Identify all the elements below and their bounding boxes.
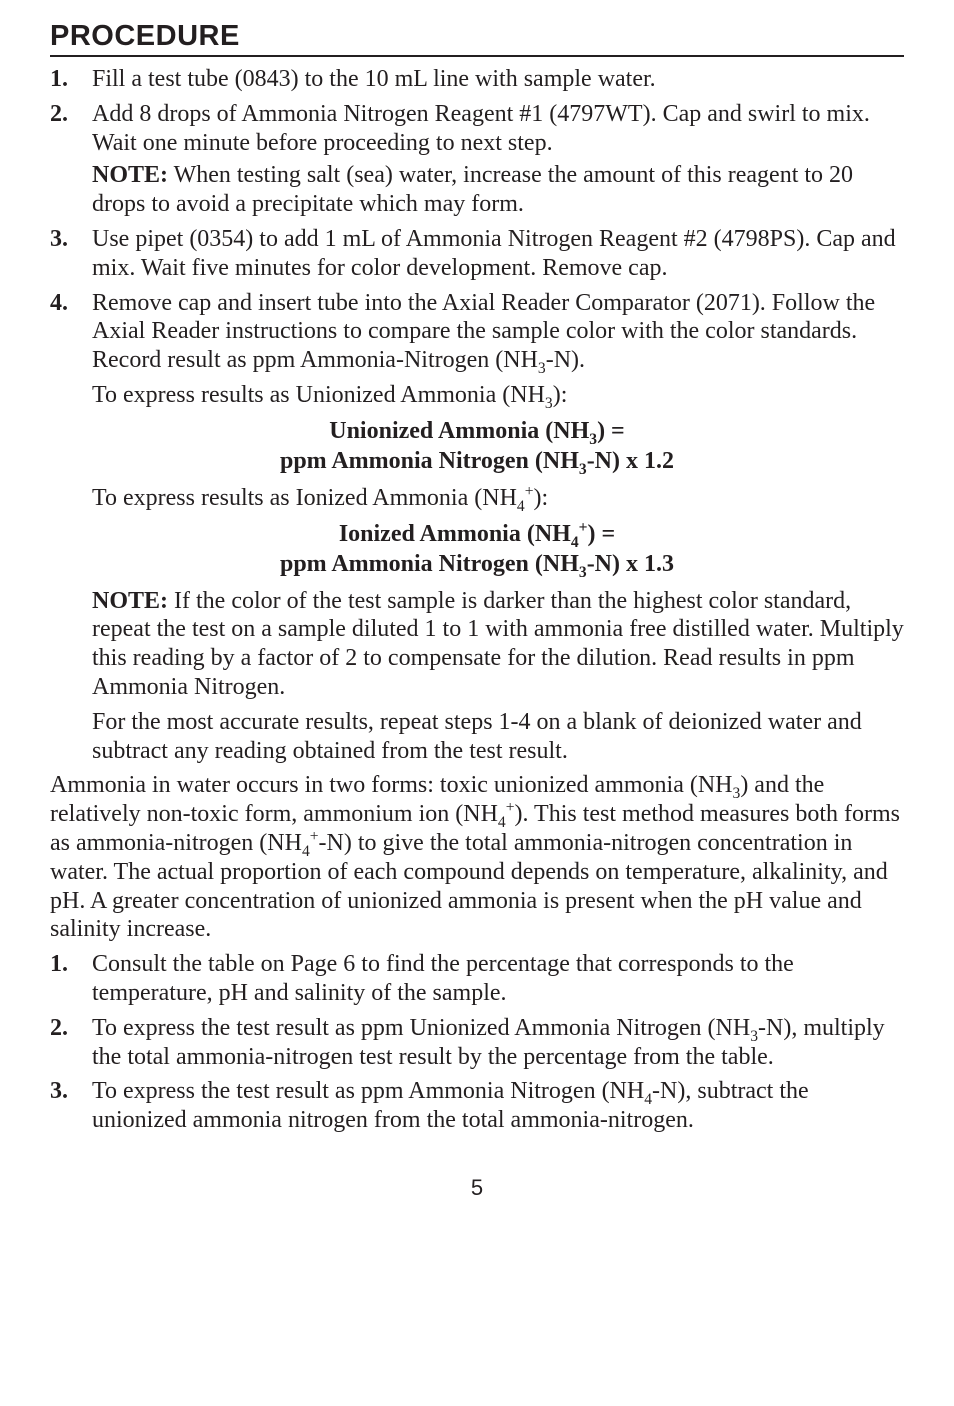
unionized-intro: To express results as Unionized Ammonia … bbox=[92, 381, 904, 410]
step-text: Use pipet (0354) to add 1 mL of Ammonia … bbox=[92, 226, 896, 281]
ionized-intro: To express results as Ionized Ammonia (N… bbox=[92, 484, 904, 513]
note-text: If the color of the test sample is darke… bbox=[92, 588, 904, 700]
formula-line-1: Ionized Ammonia (NH4+) = bbox=[50, 519, 904, 549]
step-text: To express the test result as ppm Unioni… bbox=[92, 1015, 885, 1070]
step2-1: Consult the table on Page 6 to find the … bbox=[50, 950, 904, 1008]
step-note: NOTE: When testing salt (sea) water, inc… bbox=[92, 161, 904, 219]
step-2: Add 8 drops of Ammonia Nitrogen Reagent … bbox=[50, 100, 904, 219]
ammonia-paragraph: Ammonia in water occurs in two forms: to… bbox=[50, 771, 904, 944]
step-4: Remove cap and insert tube into the Axia… bbox=[50, 289, 904, 375]
formula-line-2: ppm Ammonia Nitrogen (NH3-N) x 1.3 bbox=[50, 549, 904, 579]
step-3: Use pipet (0354) to add 1 mL of Ammonia … bbox=[50, 225, 904, 283]
step2-3: To express the test result as ppm Ammoni… bbox=[50, 1077, 904, 1135]
procedure-steps: Fill a test tube (0843) to the 10 mL lin… bbox=[50, 65, 904, 375]
procedure-heading: PROCEDURE bbox=[50, 20, 904, 57]
step-1: Fill a test tube (0843) to the 10 mL lin… bbox=[50, 65, 904, 94]
formula-line-1: Unionized Ammonia (NH3) = bbox=[50, 416, 904, 446]
step-text: Consult the table on Page 6 to find the … bbox=[92, 951, 794, 1006]
secondary-steps: Consult the table on Page 6 to find the … bbox=[50, 950, 904, 1135]
step-text: Fill a test tube (0843) to the 10 mL lin… bbox=[92, 66, 656, 92]
step2-2: To express the test result as ppm Unioni… bbox=[50, 1014, 904, 1072]
note-label: NOTE: bbox=[92, 162, 168, 188]
step-text: Add 8 drops of Ammonia Nitrogen Reagent … bbox=[92, 101, 870, 156]
page-number: 5 bbox=[50, 1175, 904, 1201]
note-2: NOTE: If the color of the test sample is… bbox=[92, 587, 904, 702]
unionized-formula: Unionized Ammonia (NH3) = ppm Ammonia Ni… bbox=[50, 416, 904, 476]
step-text: To express the test result as ppm Ammoni… bbox=[92, 1078, 809, 1133]
step-text: Remove cap and insert tube into the Axia… bbox=[92, 290, 875, 374]
formula-line-2: ppm Ammonia Nitrogen (NH3-N) x 1.2 bbox=[50, 446, 904, 476]
note-text: When testing salt (sea) water, increase … bbox=[92, 162, 853, 217]
accurate-results: For the most accurate results, repeat st… bbox=[92, 708, 904, 766]
note-label: NOTE: bbox=[92, 588, 168, 614]
ionized-formula: Ionized Ammonia (NH4+) = ppm Ammonia Nit… bbox=[50, 519, 904, 579]
